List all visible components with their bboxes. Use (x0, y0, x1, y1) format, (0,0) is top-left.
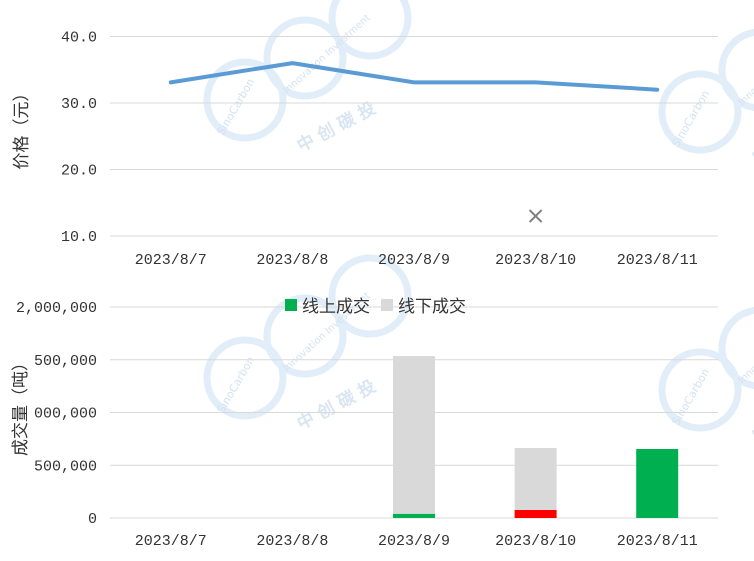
price-x-tick-label: 2023/8/9 (378, 252, 450, 269)
price-y-tick-label: 20.0 (61, 163, 97, 180)
volume-x-tick-label: 2023/8/7 (135, 533, 207, 550)
watermark-brand-cn: 中 创 碳 投 (293, 98, 379, 157)
volume-bar-offline (514, 448, 557, 510)
volume-y-tick-label: 1,500,000 (16, 353, 97, 370)
watermark-brand-cn: 中 创 碳 投 (293, 376, 379, 435)
price-y-tick-label: 10.0 (61, 229, 97, 246)
volume-x-tick-label: 2023/8/9 (378, 533, 450, 550)
volume-chart: 0 500,000 1,000,000 1,500,000 2,000,000 2023… (4, 297, 718, 550)
volume-bar-online (393, 513, 435, 518)
legend-swatch (381, 299, 393, 311)
volume-x-tick-label: 2023/8/8 (256, 533, 328, 550)
volume-y-tick-labels: 0 500,000 1,000,000 1,500,000 2,000,000 (16, 300, 97, 528)
volume-y-tick-label: 500,000 (34, 458, 97, 475)
price-y-axis-title: 价格（元） (12, 85, 32, 170)
volume-x-tick-label: 2023/8/10 (495, 533, 576, 550)
price-x-marker (528, 209, 543, 223)
volume-bar-online (514, 509, 557, 518)
watermark-brand-en: SinoCarbon (214, 76, 257, 137)
watermark-ring (203, 336, 287, 420)
legend-swatch (285, 299, 297, 311)
volume-y-tick-label: 1,000,000 (16, 406, 97, 423)
legend: 线上成交 线下成交 (285, 297, 466, 317)
volume-x-tick-labels: 2023/8/7 2023/8/8 2023/8/9 2023/8/10 2023/8/… (135, 533, 698, 550)
volume-x-tick-label: 2023/8/11 (617, 533, 698, 550)
watermark-ring (658, 70, 742, 154)
legend-label: 线上成交 (302, 297, 370, 317)
volume-bar-offline (393, 356, 435, 514)
watermark-ring (718, 306, 754, 390)
volume-y-tick-label: 0 (88, 511, 97, 528)
volume-bars (393, 356, 679, 518)
watermark-ring (203, 58, 287, 142)
watermark-brand-cn: 中 创 碳 投 (748, 110, 754, 169)
watermark-ring (658, 348, 742, 432)
watermark-ring (263, 16, 347, 100)
watermark-ring (263, 294, 347, 378)
price-series-line (168, 61, 660, 92)
price-gridlines (110, 36, 718, 237)
price-x-tick-label: 2023/8/10 (495, 252, 576, 269)
price-y-tick-label: 30.0 (61, 96, 97, 113)
watermark-ring (328, 254, 412, 338)
volume-y-axis-title-backdrop (4, 349, 33, 460)
legend-item: 线上成交 (285, 297, 370, 317)
price-x-tick-label: 2023/8/8 (256, 252, 328, 269)
price-x-tick-labels: 2023/8/7 2023/8/8 2023/8/9 2023/8/10 2023/8/… (135, 252, 698, 269)
watermark-brand-en: SinoCarbon (669, 366, 712, 427)
volume-bar-online (636, 449, 679, 518)
price-x-tick-label: 2023/8/11 (617, 252, 698, 269)
watermark-ring (718, 28, 754, 112)
price-x-tick-label: 2023/8/7 (135, 252, 207, 269)
price-y-tick-label: 40.0 (61, 30, 97, 47)
price-series (168, 61, 660, 223)
watermark-brand-cn: 中 创 碳 投 (748, 388, 754, 447)
watermark-brand-en: SinoCarbon (214, 354, 257, 415)
x-marker-stroke (528, 209, 543, 223)
legend-label: 线下成交 (398, 297, 466, 317)
volume-y-axis-title: 成交量（吨） (11, 354, 31, 456)
watermark-brand-en: SinoCarbon (669, 88, 712, 149)
volume-y-tick-label: 2,000,000 (16, 300, 97, 317)
price-chart: 10.020.030.040.0 2023/8/7 2023/8/8 2023/8/… (12, 30, 718, 269)
legend-item: 线下成交 (381, 297, 466, 317)
price-y-tick-labels: 10.0 20.0 30.0 40.0 (61, 30, 97, 247)
watermark-ring (328, 0, 412, 60)
